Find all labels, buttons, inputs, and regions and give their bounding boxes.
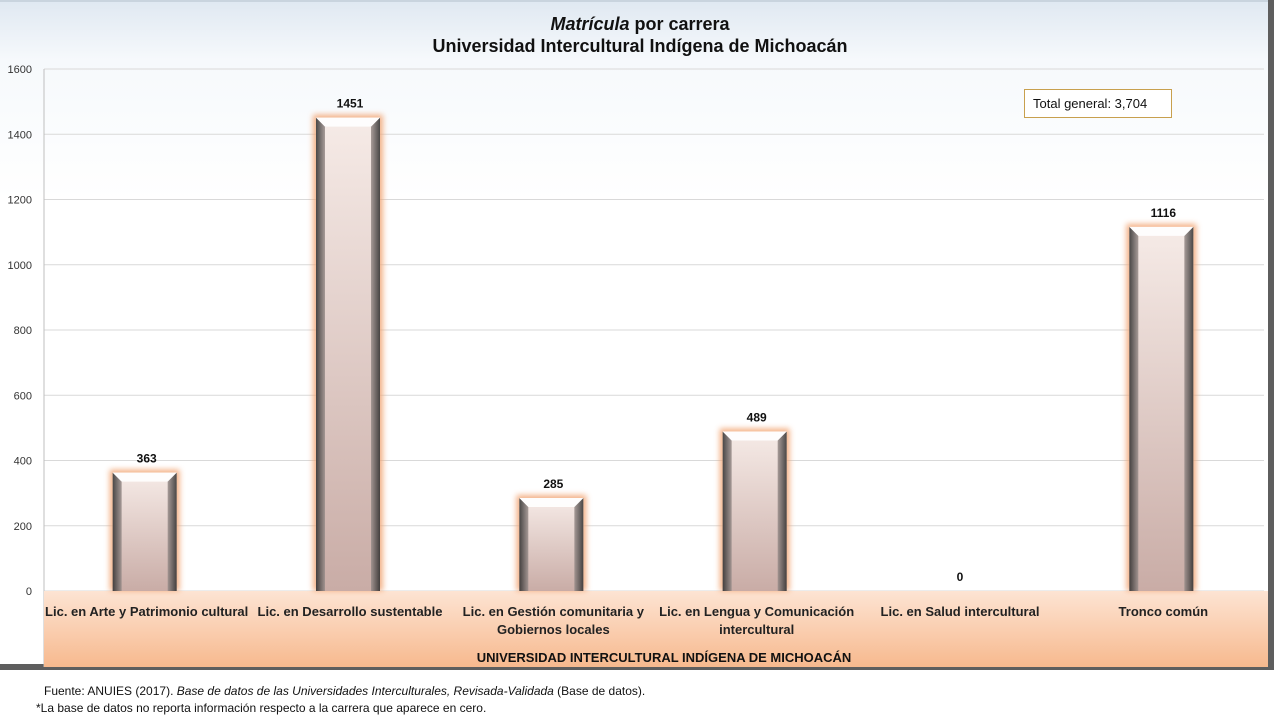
data-labels: 363 1451 285 489 0 1116	[137, 97, 1177, 584]
bar-chart: 0 200 400 600 800 1000 1200 1400 1600 363 1451 285…	[8, 64, 1268, 667]
source-title: Base de datos de las Universidades Inter…	[176, 684, 554, 698]
y-tick-label: 200	[14, 521, 32, 533]
chart-title-line-2: Universidad Intercultural Indígena de Mi…	[432, 36, 848, 56]
y-tick-label: 0	[26, 586, 32, 598]
bar-bevel-left	[112, 472, 122, 591]
bar	[519, 498, 584, 591]
bar	[722, 431, 787, 591]
x-axis-categories: Lic. en Arte y Patrimonio cultural Lic. e…	[45, 604, 1208, 637]
bar-value-label: 1451	[337, 97, 364, 111]
bar-bevel-right	[574, 498, 584, 591]
source-suffix: (Base de datos).	[553, 684, 646, 698]
bar-value-label: 1116	[1151, 206, 1177, 220]
bar	[316, 117, 380, 591]
bar-bevel-right	[371, 117, 380, 591]
chart-title-rest: por carrera	[629, 14, 730, 34]
x-category-label: Lic. en Lengua y Comunicación	[659, 604, 854, 619]
bar-bevel-right	[777, 431, 787, 591]
source-note: Fuente: ANUIES (2017). Base de datos de …	[44, 684, 645, 698]
bar-value-label: 489	[747, 410, 767, 424]
x-category-label: intercultural	[719, 622, 794, 637]
bar-bevel-left	[519, 498, 529, 591]
x-axis-band-label: UNIVERSIDAD INTERCULTURAL INDÍGENA DE MI…	[477, 650, 852, 665]
y-axis-ticks: 0 200 400 600 800 1000 1200 1400 1600	[8, 64, 32, 598]
bars	[109, 114, 1197, 591]
gridlines	[43, 68, 1264, 667]
y-tick-label: 1600	[8, 64, 32, 76]
bar-bevel-top	[112, 472, 177, 482]
bar-bevel-left	[722, 431, 732, 591]
bar-bevel-top	[722, 431, 787, 441]
y-tick-label: 800	[14, 325, 32, 337]
y-tick-label: 1200	[8, 195, 32, 207]
chart-title-line-1: Matrícula por carrera	[0, 14, 1280, 35]
source-prefix: Fuente: ANUIES (2017).	[44, 684, 177, 698]
bar-value-label: 363	[137, 452, 157, 466]
x-category-label: Lic. en Gestión comunitaria y	[463, 604, 645, 619]
bar-bevel-top	[1129, 226, 1194, 236]
bar-value-label: 285	[543, 477, 563, 491]
bar-bevel-right	[167, 472, 177, 591]
bar-bevel-top	[519, 498, 584, 508]
x-category-label: Lic. en Arte y Patrimonio cultural	[45, 604, 248, 619]
footnote: *La base de datos no reporta información…	[36, 701, 487, 715]
x-category-label: Lic. en Desarrollo sustentable	[258, 604, 443, 619]
bar-bevel-top	[316, 117, 380, 127]
y-tick-label: 1400	[8, 129, 32, 141]
total-general-box: Total general: 3,704	[1024, 89, 1172, 118]
bar	[112, 472, 177, 591]
y-tick-label: 400	[14, 456, 32, 468]
x-category-label: Tronco común	[1119, 604, 1209, 619]
bar-bevel-right	[1184, 226, 1194, 591]
bar-value-label: 0	[957, 570, 964, 584]
x-category-label: Gobiernos locales	[497, 622, 610, 637]
bar	[1129, 226, 1194, 591]
bar-bevel-left	[1129, 226, 1139, 591]
x-axis-category-band	[44, 591, 1268, 667]
chart-title-italic: Matrícula	[550, 14, 630, 34]
x-category-label: Lic. en Salud intercultural	[881, 604, 1040, 619]
y-tick-label: 1000	[8, 260, 32, 272]
y-tick-label: 600	[14, 390, 32, 402]
bar-bevel-left	[316, 117, 325, 591]
